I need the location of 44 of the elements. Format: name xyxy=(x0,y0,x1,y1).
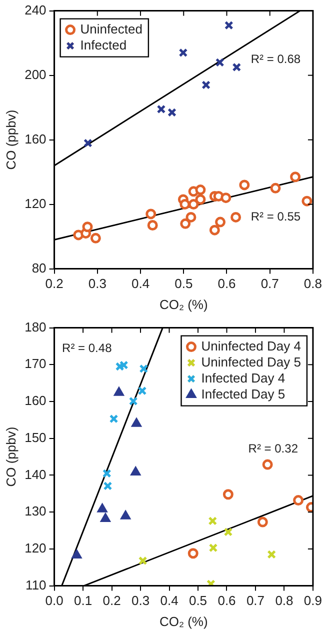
x-tick-label: 0.6 xyxy=(218,276,236,292)
legend-label: Infected Day 4 xyxy=(201,370,286,386)
y-axis-title: CO (ppbv) xyxy=(3,426,18,487)
y-tick-label: 240 xyxy=(24,2,46,18)
x-tick-label: 0.5 xyxy=(174,276,193,292)
x-tick-label: 0.8 xyxy=(304,276,322,292)
annotation: R² = 0.55 xyxy=(250,210,301,224)
x-tick-label: 0.7 xyxy=(260,276,279,292)
x-axis-title: CO₂ (%) xyxy=(159,614,208,629)
x-axis-title: CO₂ (%) xyxy=(159,296,208,312)
y-tick-label: 160 xyxy=(24,393,46,408)
x-tick-label: 0.2 xyxy=(45,276,64,292)
x-tick-label: 0.3 xyxy=(131,593,150,608)
y-tick-label: 130 xyxy=(24,504,46,519)
annotation: R² = 0.48 xyxy=(62,340,112,355)
x-tick-label: 0.4 xyxy=(131,276,150,292)
y-tick-label: 80 xyxy=(32,260,46,276)
y-tick-label: 160 xyxy=(24,131,46,146)
y-tick-label: 120 xyxy=(24,540,46,556)
y-tick-label: 120 xyxy=(24,196,46,211)
y-tick-label: 200 xyxy=(24,66,46,82)
x-tick-label: 0.6 xyxy=(218,593,236,608)
annotation: R² = 0.32 xyxy=(248,441,298,456)
y-tick-label: 170 xyxy=(24,356,46,372)
y-tick-label: 180 xyxy=(24,319,46,334)
x-tick-label: 0.9 xyxy=(304,593,322,608)
legend-label: Uninfected xyxy=(80,21,142,36)
x-tick-label: 0.7 xyxy=(246,593,265,608)
y-axis-title: CO (ppbv) xyxy=(3,110,18,170)
x-tick-label: 0.3 xyxy=(88,276,106,292)
legend-label: Infected Day 5 xyxy=(201,386,286,402)
x-tick-label: 0.2 xyxy=(102,593,121,608)
legend-label: Uninfected Day 5 xyxy=(201,354,301,370)
annotation: R² = 0.68 xyxy=(250,52,301,66)
x-tick-label: 0.8 xyxy=(275,593,294,608)
x-tick-label: 0.1 xyxy=(74,593,92,608)
y-tick-label: 110 xyxy=(26,577,46,592)
x-tick-label: 0.5 xyxy=(188,593,208,608)
y-tick-label: 150 xyxy=(24,430,46,445)
y-tick-label: 140 xyxy=(24,466,46,482)
x-tick-label: 0.4 xyxy=(160,593,178,608)
legend-label: Infected xyxy=(80,37,127,52)
legend-label: Uninfected Day 4 xyxy=(201,338,301,354)
x-tick-label: 0.0 xyxy=(45,593,64,608)
